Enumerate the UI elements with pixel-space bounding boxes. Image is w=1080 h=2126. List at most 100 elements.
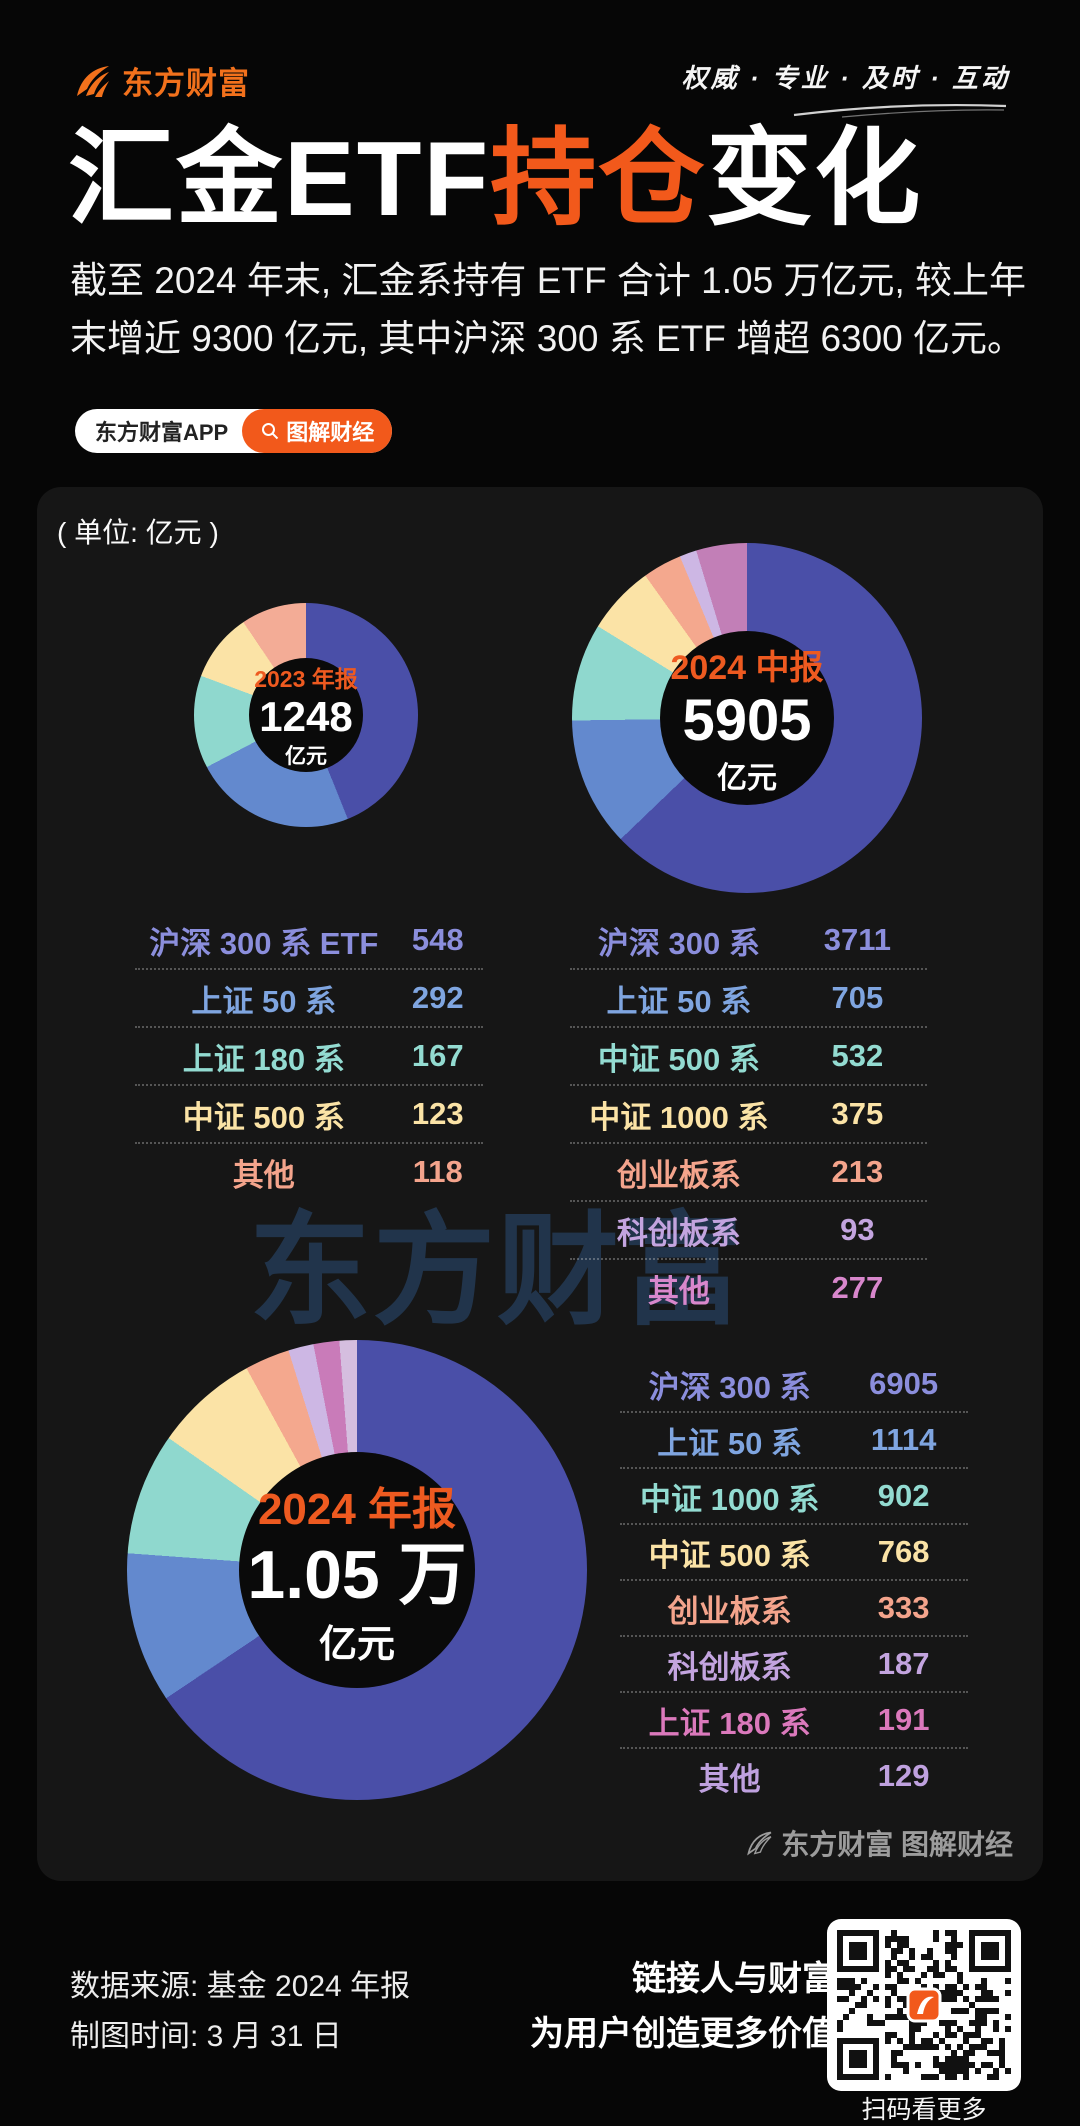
- series-value: 118: [412, 1154, 463, 1189]
- donut-2024-interim: 2024 中报 5905 亿元: [572, 543, 922, 893]
- footer-slogan: 链接人与财富 为用户创造更多价值: [530, 1952, 836, 2062]
- series-label: 上证 180 系: [182, 1041, 345, 1077]
- series-value: 129: [877, 1758, 930, 1793]
- donut-2024-annual-center: 2024 年报 1.05 万 亿元: [239, 1452, 475, 1688]
- series-value: 3711: [823, 922, 891, 957]
- table-row: 科创板系 187: [620, 1637, 968, 1693]
- table-row: 创业板系 333: [620, 1581, 968, 1637]
- infographic-card: ( 单位: 亿元 ) 东方财富 2023 年报 1248 亿元 2024 中报 …: [37, 487, 1043, 1881]
- series-value: 375: [831, 1096, 884, 1131]
- table-2024-interim: 沪深 300 系 3711 上证 50 系 705 中证 500 系 532 中证 1000…: [570, 912, 927, 1316]
- brand-logo: 东方财富: [72, 58, 250, 103]
- footer-slogan-line-1: 链接人与财富: [632, 1960, 836, 1998]
- brand-logo-text: 东方财富: [122, 66, 250, 101]
- series-value: 191: [877, 1702, 930, 1737]
- series-label: 中证 500 系: [182, 1099, 345, 1135]
- table-row: 中证 500 系 768: [620, 1525, 968, 1581]
- series-label: 沪深 300 系 ETF: [149, 925, 379, 961]
- series-value: 532: [831, 1038, 884, 1073]
- series-label: 其他: [698, 1761, 761, 1797]
- series-label: 中证 500 系: [597, 1041, 760, 1077]
- channel-badge[interactable]: 图解财经: [242, 409, 393, 453]
- chart-date: 制图时间: 3 月 31 日: [70, 2020, 342, 2053]
- table-2023-annual: 沪深 300 系 ETF 548 上证 50 系 292 上证 180 系 167 中证 5…: [135, 912, 483, 1200]
- qr-code: [827, 1919, 1021, 2091]
- series-value: 705: [831, 980, 884, 1015]
- subtitle-line-1: 截至 2024 年末, 汇金系持有 ETF 合计 1.05 万亿元, 较上年: [70, 260, 1027, 301]
- table-row: 沪深 300 系 3711: [570, 912, 927, 970]
- series-value: 902: [877, 1478, 930, 1513]
- card-footer-text: 东方财富 图解财经: [781, 1829, 1013, 1860]
- series-label: 上证 50 系: [657, 1425, 802, 1461]
- series-label: 创业板系: [667, 1593, 792, 1629]
- flame-icon-gray: [747, 1831, 772, 1856]
- series-label: 创业板系: [616, 1157, 741, 1193]
- data-source: 数据来源: 基金 2024 年报: [70, 1970, 411, 2003]
- swoosh-underline: [793, 103, 1007, 118]
- donut-2024-interim-label: 2024 中报: [670, 648, 824, 687]
- table-row: 上证 180 系 167: [135, 1028, 483, 1086]
- table-row: 上证 50 系 292: [135, 970, 483, 1028]
- series-label: 科创板系: [616, 1215, 741, 1251]
- table-row: 创业板系 213: [570, 1144, 927, 1202]
- series-label: 中证 1000 系: [640, 1481, 820, 1517]
- series-value: 1114: [870, 1422, 937, 1457]
- watermark: 东方财富: [249, 1203, 745, 1339]
- table-row: 其他 277: [570, 1260, 927, 1316]
- donut-2023-value: 1248: [259, 693, 353, 740]
- series-value: 123: [411, 1096, 464, 1131]
- table-row: 中证 1000 系 375: [570, 1086, 927, 1144]
- page-title: 汇金ETF持仓变化: [68, 120, 922, 238]
- table-row: 上证 50 系 705: [570, 970, 927, 1028]
- footer-slogan-line-2: 为用户创造更多价值: [530, 2015, 836, 2053]
- donut-2024-annual: 2024 年报 1.05 万 亿元: [127, 1340, 587, 1800]
- series-label: 上证 180 系: [648, 1705, 811, 1741]
- table-row: 沪深 300 系 6905: [620, 1357, 968, 1413]
- flame-icon: [77, 65, 109, 97]
- subtitle-line-2: 末增近 9300 亿元, 其中沪深 300 系 ETF 增超 6300 亿元。: [70, 318, 1025, 359]
- series-value: 768: [877, 1534, 930, 1569]
- qr-code-pattern: [837, 1930, 1011, 2080]
- brand-slogan: 权威 · 专业 · 及时 · 互动: [682, 58, 1010, 124]
- table-row: 中证 1000 系 902: [620, 1469, 968, 1525]
- series-label: 科创板系: [667, 1649, 792, 1685]
- series-value: 187: [877, 1646, 930, 1681]
- series-label: 上证 50 系: [606, 983, 752, 1019]
- search-icon: [262, 423, 279, 440]
- donut-2024-annual-value: 1.05 万: [247, 1536, 467, 1613]
- table-row: 中证 500 系 532: [570, 1028, 927, 1086]
- series-value: 333: [877, 1590, 930, 1625]
- table-row: 其他 129: [620, 1749, 968, 1803]
- table-row: 科创板系 93: [570, 1202, 927, 1260]
- series-value: 213: [831, 1154, 884, 1189]
- donut-2024-annual-unit: 亿元: [318, 1623, 395, 1666]
- series-label: 其他: [647, 1273, 710, 1309]
- series-label: 中证 1000 系: [589, 1099, 769, 1135]
- series-label: 上证 50 系: [191, 983, 337, 1019]
- footer-source-block: 数据来源: 基金 2024 年报 制图时间: 3 月 31 日: [70, 1962, 410, 2062]
- table-row: 中证 500 系 123: [135, 1086, 483, 1144]
- donut-2024-interim-center: 2024 中报 5905 亿元: [660, 631, 834, 805]
- series-label: 沪深 300 系: [597, 925, 760, 961]
- series-value: 93: [840, 1212, 875, 1247]
- title-part-1: 汇金ETF: [68, 120, 491, 238]
- series-value: 6905: [869, 1366, 939, 1401]
- app-badge[interactable]: 东方财富APP 图解财经: [75, 409, 393, 453]
- series-label: 其他: [232, 1157, 295, 1193]
- donut-2024-annual-label: 2024 年报: [257, 1484, 457, 1534]
- title-part-2: 持仓: [490, 120, 707, 238]
- donut-2023-center: 2023 年报 1248 亿元: [249, 658, 363, 772]
- brand-slogan-text: 权威 · 专业 · 及时 · 互动: [681, 63, 1010, 93]
- qr-caption: 扫码看更多: [861, 2096, 987, 2124]
- series-value: 167: [411, 1038, 464, 1073]
- series-label: 沪深 300 系: [648, 1369, 811, 1405]
- unit-note: ( 单位: 亿元 ): [57, 517, 219, 548]
- donut-2024-interim-unit: 亿元: [717, 761, 777, 795]
- table-2024-annual: 沪深 300 系 6905 上证 50 系 1114 中证 1000 系 902 中证 50…: [620, 1357, 968, 1803]
- app-badge-label: 东方财富APP: [95, 420, 229, 445]
- table-row: 沪深 300 系 ETF 548: [135, 912, 483, 970]
- series-value: 548: [411, 922, 464, 957]
- donut-2023-annual: 2023 年报 1248 亿元: [194, 603, 418, 827]
- series-label: 中证 500 系: [648, 1537, 811, 1573]
- series-value: 292: [411, 980, 464, 1015]
